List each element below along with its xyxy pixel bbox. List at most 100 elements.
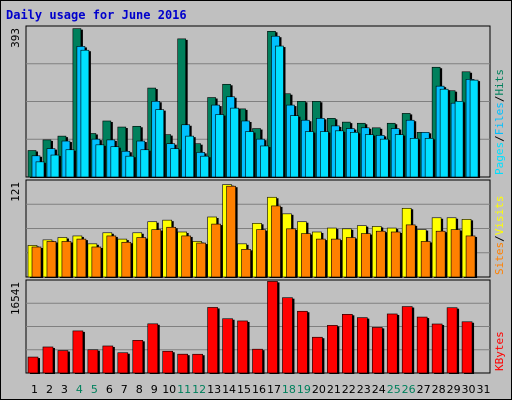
bar-sites-day-2 xyxy=(46,241,57,278)
right-label-kbytes: KBytes xyxy=(493,331,506,371)
x-tick-label-day-30: 30 xyxy=(462,383,476,396)
right-label-pages: Pages xyxy=(493,142,506,175)
bar-kbytes-day-17 xyxy=(267,281,278,374)
right-label-visits-sites: Sites/Visits xyxy=(493,196,506,276)
bar-pages-day-25 xyxy=(394,134,404,178)
label-separator: / xyxy=(493,135,506,142)
x-tick-label-day-4: 4 xyxy=(76,383,83,396)
bar-sites-day-15 xyxy=(241,249,251,278)
x-tick-label-day-23: 23 xyxy=(357,383,371,396)
x-tick-label-day-27: 27 xyxy=(417,383,431,396)
ymax-label-visits-sites: 121 xyxy=(9,182,22,202)
bar-pages-day-6 xyxy=(110,146,120,178)
x-tick-label-day-24: 24 xyxy=(372,383,386,396)
bar-pages-day-10 xyxy=(170,148,180,178)
bar-sites-day-30 xyxy=(465,235,476,278)
bar-kbytes-day-22 xyxy=(342,313,353,374)
bar-sites-day-17 xyxy=(271,205,281,278)
chart-title: Daily usage for June 2016 xyxy=(6,8,187,22)
bar-sites-day-23 xyxy=(360,233,371,278)
right-label-sites: Sites xyxy=(493,242,506,275)
bar-sites-day-1 xyxy=(31,246,42,278)
bar-pages-day-30 xyxy=(469,79,479,178)
x-tick-label-day-3: 3 xyxy=(61,383,68,396)
bar-pages-day-29 xyxy=(454,101,464,178)
bar-pages-day-20 xyxy=(320,131,329,178)
bar-pages-day-2 xyxy=(50,154,60,178)
x-tick-label-day-7: 7 xyxy=(121,383,128,396)
x-tick-label-day-17: 17 xyxy=(267,383,281,396)
right-label-kbytes: KBytes xyxy=(493,331,506,371)
x-tick-label-day-20: 20 xyxy=(312,383,326,396)
bar-pages-day-4 xyxy=(80,49,90,178)
bar-pages-day-24 xyxy=(379,138,389,178)
bar-kbytes-day-4 xyxy=(72,330,84,374)
bar-kbytes-day-3 xyxy=(57,350,69,374)
x-tick-label-day-22: 22 xyxy=(342,383,356,396)
bar-sites-day-28 xyxy=(435,230,446,278)
bar-pages-day-21 xyxy=(335,130,344,178)
x-tick-label-day-8: 8 xyxy=(136,383,143,396)
x-tick-label-day-21: 21 xyxy=(327,383,341,396)
ymax-label-hits-files-pages: 393 xyxy=(9,28,22,48)
bar-kbytes-day-24 xyxy=(371,327,383,374)
bar-pages-day-19 xyxy=(305,131,314,178)
bar-pages-day-14 xyxy=(230,107,239,178)
x-tick-label-day-12: 12 xyxy=(192,383,206,396)
bar-sites-day-24 xyxy=(375,230,386,278)
bar-kbytes-day-9 xyxy=(147,323,159,374)
bar-kbytes-day-1 xyxy=(27,356,39,374)
x-tick-label-day-14: 14 xyxy=(222,383,236,396)
bar-sites-day-27 xyxy=(420,241,431,278)
bar-pages-day-22 xyxy=(350,132,359,178)
bar-sites-day-21 xyxy=(331,238,341,278)
bar-sites-day-13 xyxy=(211,223,221,278)
bar-sites-day-25 xyxy=(390,231,401,278)
bar-sites-day-29 xyxy=(450,229,461,278)
bar-sites-day-9 xyxy=(151,229,162,278)
bar-pages-day-8 xyxy=(140,149,150,178)
bar-pages-day-27 xyxy=(424,138,434,178)
x-tick-label-day-11: 11 xyxy=(177,383,191,396)
bar-sites-day-3 xyxy=(61,241,72,278)
x-tick-label-day-2: 2 xyxy=(46,383,53,396)
bar-pages-day-11 xyxy=(185,135,194,178)
bar-pages-day-3 xyxy=(65,149,75,178)
x-tick-label-day-10: 10 xyxy=(162,383,176,396)
bar-kbytes-day-19 xyxy=(297,310,308,374)
bar-kbytes-day-10 xyxy=(162,350,174,374)
x-tick-label-day-15: 15 xyxy=(237,383,251,396)
right-label-files: Files xyxy=(493,102,506,135)
bar-kbytes-day-25 xyxy=(386,313,398,374)
bar-pages-day-5 xyxy=(95,144,105,178)
bar-kbytes-day-6 xyxy=(102,345,114,374)
x-tick-label-day-26: 26 xyxy=(402,383,416,396)
bar-sites-day-8 xyxy=(136,237,147,278)
bar-kbytes-day-8 xyxy=(132,340,144,374)
bar-sites-day-6 xyxy=(106,235,117,278)
bar-pages-day-26 xyxy=(409,138,419,178)
bar-pages-day-12 xyxy=(200,155,209,178)
x-tick-label-day-9: 9 xyxy=(151,383,158,396)
bar-kbytes-day-5 xyxy=(87,349,99,374)
x-tick-label-day-31: 31 xyxy=(477,383,491,396)
bar-sites-day-4 xyxy=(76,238,87,278)
bar-pages-day-16 xyxy=(260,145,269,178)
bar-pages-day-23 xyxy=(364,134,374,178)
bar-pages-day-18 xyxy=(290,115,299,178)
x-tick-label-day-19: 19 xyxy=(297,383,311,396)
bar-kbytes-day-21 xyxy=(327,325,338,374)
bar-kbytes-day-13 xyxy=(207,307,218,374)
bar-sites-day-11 xyxy=(181,235,191,278)
bar-sites-day-10 xyxy=(166,226,177,278)
bar-kbytes-day-2 xyxy=(42,346,54,374)
ymax-label-kbytes: 16541 xyxy=(9,282,22,315)
bar-kbytes-day-28 xyxy=(431,323,443,374)
right-label-hits: Hits xyxy=(493,69,506,96)
x-tick-label-day-16: 16 xyxy=(252,383,266,396)
x-tick-label-day-18: 18 xyxy=(282,383,296,396)
bar-sites-day-7 xyxy=(121,241,132,278)
bar-sites-day-20 xyxy=(316,238,326,278)
bar-kbytes-day-11 xyxy=(177,353,188,374)
